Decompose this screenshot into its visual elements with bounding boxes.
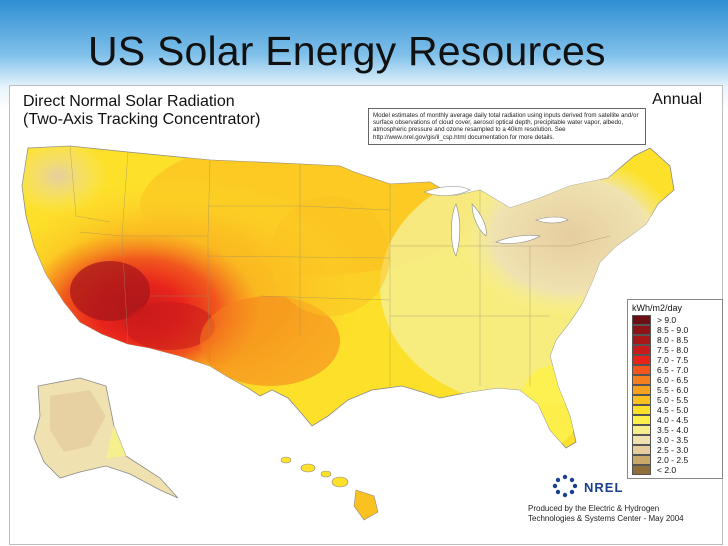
legend-row: 6.0 - 6.5	[632, 375, 718, 385]
legend-label: < 2.0	[657, 465, 677, 475]
legend-swatch	[632, 325, 651, 335]
legend-row: 4.5 - 5.0	[632, 405, 718, 415]
solar-map-panel: Direct Normal Solar Radiation (Two-Axis …	[9, 85, 723, 545]
legend-row: 4.0 - 4.5	[632, 415, 718, 425]
legend-row: 3.0 - 3.5	[632, 435, 718, 445]
contiguous-us	[21, 145, 675, 449]
legend-label: 6.5 - 7.0	[657, 365, 689, 375]
legend-row: 8.0 - 8.5	[632, 335, 718, 345]
credit-line2: Technologies & Systems Center - May 2004	[528, 514, 684, 523]
map-title: Direct Normal Solar Radiation (Two-Axis …	[23, 93, 260, 129]
nrel-logo-icon	[552, 474, 578, 498]
slide-title: US Solar Energy Resources	[88, 28, 606, 74]
legend-swatch	[632, 385, 651, 395]
legend-label: 6.0 - 6.5	[657, 375, 689, 385]
legend-swatch	[632, 445, 651, 455]
legend-rows: > 9.0 8.5 - 9.0 8.0 - 8.5 7.5 - 8.0 7.0 - 7.…	[632, 315, 718, 475]
legend-swatch	[632, 405, 651, 415]
legend-row: 3.5 - 4.0	[632, 425, 718, 435]
nrel-logo-text: NREL	[584, 480, 624, 495]
legend-row: 2.0 - 2.5	[632, 455, 718, 465]
legend-swatch	[632, 345, 651, 355]
legend-label: 3.5 - 4.0	[657, 425, 689, 435]
legend-swatch	[632, 465, 651, 475]
legend-row: 6.5 - 7.0	[632, 365, 718, 375]
legend-swatch	[632, 435, 651, 445]
legend-label: 7.0 - 7.5	[657, 355, 689, 365]
map-credit: Produced by the Electric & Hydrogen Tech…	[528, 504, 728, 524]
legend-label: 8.5 - 9.0	[657, 325, 689, 335]
legend-row: 5.5 - 6.0	[632, 385, 718, 395]
legend-swatch	[632, 395, 651, 405]
us-solar-map	[21, 145, 675, 521]
legend-swatch	[632, 425, 651, 435]
great-lakes	[423, 186, 569, 257]
legend-label: 2.5 - 3.0	[657, 445, 689, 455]
legend-label: > 9.0	[657, 315, 677, 325]
map-period: Annual	[652, 91, 702, 108]
legend-row: 2.5 - 3.0	[632, 445, 718, 455]
model-note: Model estimates of monthly average daily…	[368, 108, 646, 145]
legend-label: 4.0 - 4.5	[657, 415, 689, 425]
legend-label: 5.0 - 5.5	[657, 395, 689, 405]
legend-row: < 2.0	[632, 465, 718, 475]
legend-swatch	[632, 455, 651, 465]
legend-swatch	[632, 315, 651, 325]
legend-swatch	[632, 335, 651, 345]
hawaii	[280, 456, 379, 521]
legend-label: 3.0 - 3.5	[657, 435, 689, 445]
legend-row: > 9.0	[632, 315, 718, 325]
legend-label: 2.0 - 2.5	[657, 455, 689, 465]
legend: kWh/m2/day > 9.0 8.5 - 9.0 8.0 - 8.5 7.5 - …	[627, 299, 723, 479]
alaska	[33, 377, 179, 499]
legend-swatch	[632, 365, 651, 375]
map-title-line1: Direct Normal Solar Radiation	[23, 93, 235, 110]
legend-unit: kWh/m2/day	[632, 303, 683, 313]
legend-swatch	[632, 375, 651, 385]
legend-row: 5.0 - 5.5	[632, 395, 718, 405]
legend-swatch	[632, 415, 651, 425]
legend-swatch	[632, 355, 651, 365]
legend-row: 7.5 - 8.0	[632, 345, 718, 355]
legend-label: 4.5 - 5.0	[657, 405, 689, 415]
legend-label: 8.0 - 8.5	[657, 335, 689, 345]
legend-label: 7.5 - 8.0	[657, 345, 689, 355]
legend-label: 5.5 - 6.0	[657, 385, 689, 395]
credit-line1: Produced by the Electric & Hydrogen	[528, 504, 660, 513]
map-title-line2: (Two-Axis Tracking Concentrator)	[23, 111, 261, 128]
legend-row: 8.5 - 9.0	[632, 325, 718, 335]
legend-row: 7.0 - 7.5	[632, 355, 718, 365]
